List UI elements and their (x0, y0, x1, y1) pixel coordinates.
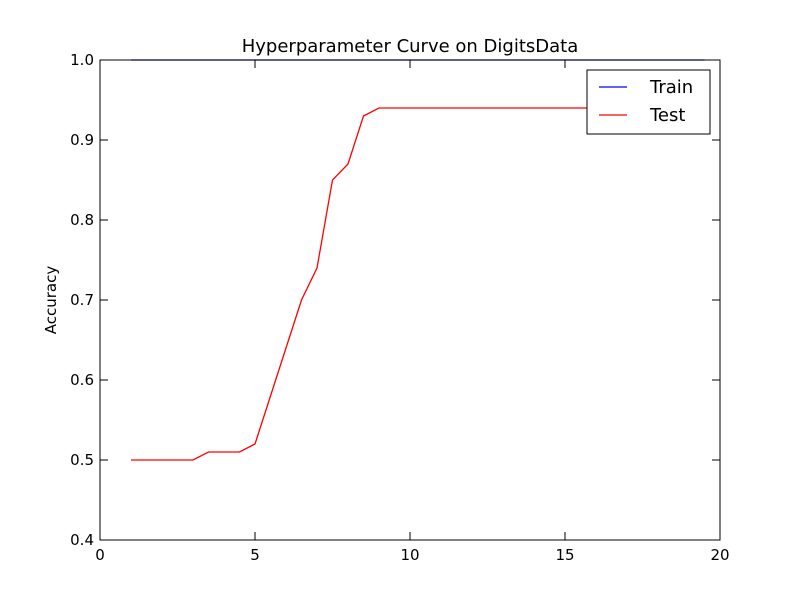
legend-label-train: Train (649, 77, 693, 98)
axis-ticks: 0 5 10 15 20 0.4 0.5 0.6 0.7 0.8 0.9 1.0 (70, 51, 729, 564)
y-tick-label: 0.5 (70, 451, 94, 469)
x-tick-label: 5 (250, 546, 260, 564)
legend-label-test: Test (649, 105, 685, 126)
legend: Train Test (586, 69, 711, 135)
y-axis-title: Accuracy (42, 266, 60, 335)
y-tick-label: 0.7 (70, 291, 94, 309)
y-tick-label: 0.4 (70, 531, 94, 549)
x-tick-label: 20 (710, 546, 729, 564)
chart-title: Hyperparameter Curve on DigitsData (242, 36, 579, 57)
y-tick-label: 0.9 (70, 131, 94, 149)
legend-box (586, 69, 711, 135)
x-tick-label: 15 (555, 546, 574, 564)
y-tick-label: 0.8 (70, 211, 94, 229)
x-tick-label: 0 (95, 546, 105, 564)
y-tick-label: 1.0 (70, 51, 94, 69)
y-tick-label: 0.6 (70, 371, 94, 389)
x-tick-label: 10 (400, 546, 419, 564)
